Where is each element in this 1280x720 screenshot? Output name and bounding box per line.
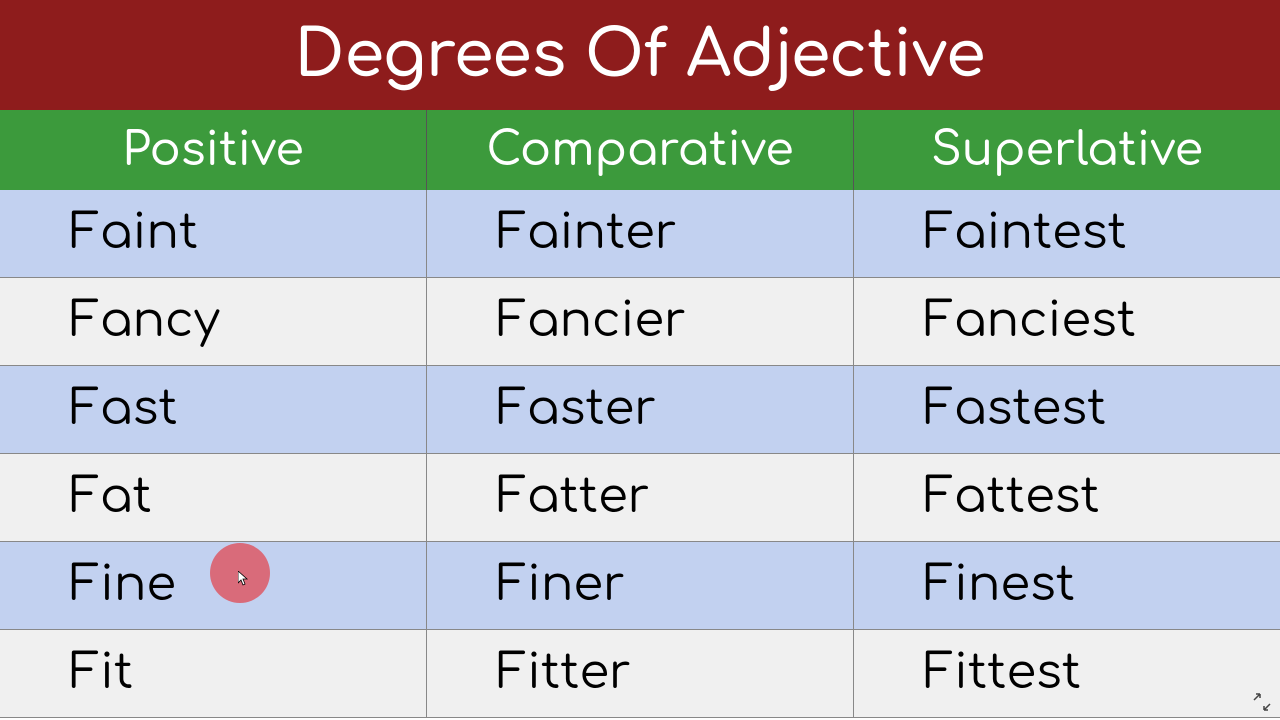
table-cell: Fatter xyxy=(427,454,854,542)
header-comparative: Comparative xyxy=(427,110,854,190)
table-cell: Fancier xyxy=(427,278,854,366)
table-cell: Finest xyxy=(854,542,1280,630)
table-cell: Faint xyxy=(0,190,427,278)
table-row: FineFinerFinest xyxy=(0,542,1280,630)
table-cell: Fit xyxy=(0,630,427,718)
table-row: FancyFancierFanciest xyxy=(0,278,1280,366)
header-superlative: Superlative xyxy=(854,110,1280,190)
page-title: Degrees Of Adjective xyxy=(295,20,986,91)
table-cell: Fitter xyxy=(427,630,854,718)
table-cell: Fine xyxy=(0,542,427,630)
table-cell: Finer xyxy=(427,542,854,630)
table-cell: Fattest xyxy=(854,454,1280,542)
table-row: FaintFainterFaintest xyxy=(0,190,1280,278)
title-bar: Degrees Of Adjective xyxy=(0,0,1280,110)
table-row: FatFatterFattest xyxy=(0,454,1280,542)
table-cell: Fast xyxy=(0,366,427,454)
table-cell: Fittest xyxy=(854,630,1280,718)
table-cell: Faintest xyxy=(854,190,1280,278)
table-row: FastFasterFastest xyxy=(0,366,1280,454)
table-cell: Fancy xyxy=(0,278,427,366)
table-cell: Fastest xyxy=(854,366,1280,454)
table-cell: Fainter xyxy=(427,190,854,278)
table-body: FaintFainterFaintestFancyFancierFanciest… xyxy=(0,190,1280,718)
table-cell: Fat xyxy=(0,454,427,542)
header-positive: Positive xyxy=(0,110,427,190)
table-header-row: Positive Comparative Superlative xyxy=(0,110,1280,190)
table-cell: Fanciest xyxy=(854,278,1280,366)
table-row: FitFitterFittest xyxy=(0,630,1280,718)
table-cell: Faster xyxy=(427,366,854,454)
